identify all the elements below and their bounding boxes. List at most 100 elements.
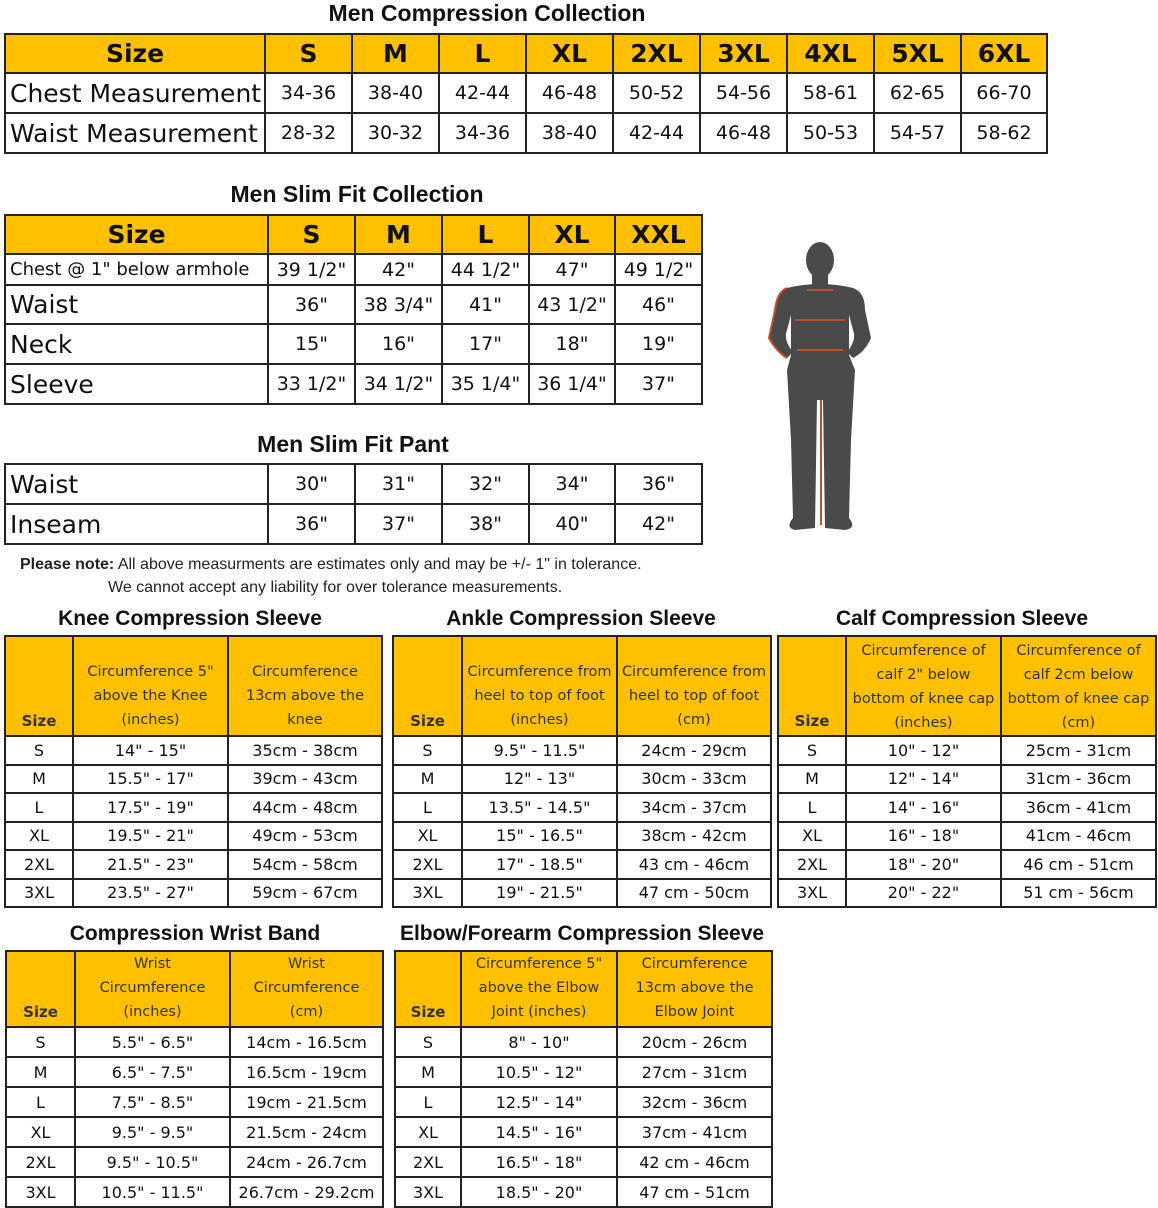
cell-value: 32cm - 36cm [616,1086,773,1118]
table-row: XL 15" - 16.5" 38cm - 42cm [392,820,772,851]
cell-value: 34 1/2" [354,363,443,405]
cell-value: 35 1/4" [441,363,530,405]
table-row: Waist 30" 31" 32" 34" 36" [4,463,703,505]
column-header: M [351,33,440,74]
column-header: Wrist Circumference (cm) [229,950,384,1028]
cell-value: 6.5" - 7.5" [74,1056,231,1088]
row-label: L [777,792,847,823]
cell-value: 46-48 [525,72,614,114]
table-row: Waist 36" 38 3/4" 41" 43 1/2" 46" [4,284,703,325]
cell-value: 42-44 [438,72,527,114]
table-row: 3XL 18.5" - 20" 47 cm - 51cm [394,1176,773,1208]
cell-value: 15.5" - 17" [72,763,229,794]
cell-value: 62-65 [873,72,962,114]
row-label: L [4,792,74,823]
cell-value: 37" [354,503,443,545]
cell-value: 42" [354,253,443,286]
cell-value: 15" [267,323,356,365]
cell-value: 8" - 10" [460,1026,618,1058]
row-label: Sleeve [4,363,269,405]
table-row: L 7.5" - 8.5" 19cm - 21.5cm [5,1086,384,1118]
cell-value: 47" [528,253,616,286]
cell-value: 50-52 [612,72,701,114]
row-label: XL [392,820,463,851]
row-label: M [5,1056,76,1088]
row-label: M [392,763,463,794]
cell-value: 38cm - 42cm [616,820,772,851]
header-row: Size S M L XL 2XL 3XL 4XL 5XL 6XL [4,33,1048,74]
cell-value: 25cm - 31cm [1000,735,1157,766]
cell-value: 46-48 [699,112,788,154]
cell-value: 39cm - 43cm [227,763,383,794]
table-row: Chest @ 1" below armhole 39 1/2" 42" 44 1/2… [4,253,703,286]
cell-value: 39 1/2" [267,253,356,286]
table-row: 2XL 21.5" - 23" 54cm - 58cm [4,849,383,880]
cell-value: 14" - 15" [72,735,229,766]
cell-value: 30cm - 33cm [616,763,772,794]
cell-value: 18" [528,323,616,365]
table-row: M 12" - 13" 30cm - 33cm [392,763,772,794]
cell-value: 38-40 [525,112,614,154]
cell-value: 13.5" - 14.5" [461,792,618,823]
column-header: Circumference 5" above the Elbow Joint (… [460,950,618,1028]
cell-value: 54-57 [873,112,962,154]
size-header: Size [4,33,266,74]
cell-value: 47 cm - 50cm [616,877,772,908]
row-label: L [5,1086,76,1118]
row-label: 2XL [777,849,847,880]
table-row: S 8" - 10" 20cm - 26cm [394,1026,773,1058]
cell-value: 16" - 18" [845,820,1002,851]
cell-value: 19.5" - 21" [72,820,229,851]
cell-value: 30" [267,463,356,505]
row-label: Chest @ 1" below armhole [4,253,269,286]
cell-value: 17" - 18.5" [461,849,618,880]
compression-title: Men Compression Collection [328,0,646,26]
body-silhouette-icon [767,242,871,530]
cell-value: 14.5" - 16" [460,1116,618,1148]
cell-value: 58-62 [960,112,1048,154]
cell-value: 54-56 [699,72,788,114]
row-label: Waist [4,284,269,325]
cell-value: 36 1/4" [528,363,616,405]
size-header: Size [4,635,74,737]
table-row: 2XL 17" - 18.5" 43 cm - 46cm [392,849,772,880]
row-label: Neck [4,323,269,365]
table-row: Inseam 36" 37" 38" 40" 42" [4,503,703,545]
column-header: 4XL [786,33,875,74]
table-row: 2XL 16.5" - 18" 42 cm - 46cm [394,1146,773,1178]
column-header: XXL [614,214,703,255]
cell-value: 17" [441,323,530,365]
cell-value: 37cm - 41cm [616,1116,773,1148]
column-header: S [264,33,353,74]
row-label: 3XL [5,1176,76,1208]
cell-value: 19cm - 21.5cm [229,1086,384,1118]
table-row: M 15.5" - 17" 39cm - 43cm [4,763,383,794]
cell-value: 12" - 13" [461,763,618,794]
table-row: Waist Measurement 28-32 30-32 34-36 38-40 42-… [4,112,1048,154]
row-label: 3XL [394,1176,462,1208]
cell-value: 20cm - 26cm [616,1026,773,1058]
row-label: S [777,735,847,766]
cell-value: 9.5" - 11.5" [461,735,618,766]
cell-value: 50-53 [786,112,875,154]
cell-value: 7.5" - 8.5" [74,1086,231,1118]
cell-value: 66-70 [960,72,1048,114]
cell-value: 10" - 12" [845,735,1002,766]
header-row: Size Circumference of calf 2" below botto… [777,635,1157,737]
cell-value: 24cm - 26.7cm [229,1146,384,1178]
cell-value: 54cm - 58cm [227,849,383,880]
row-label: S [394,1026,462,1058]
cell-value: 46" [614,284,703,325]
table-row: Sleeve 33 1/2" 34 1/2" 35 1/4" 36 1/4" 37" [4,363,703,405]
ankle-title: Ankle Compression Sleeve [446,607,716,630]
slim-pant-title: Men Slim Fit Pant [257,431,449,457]
table-row: Neck 15" 16" 17" 18" 19" [4,323,703,365]
cell-value: 12.5" - 14" [460,1086,618,1118]
calf-title: Calf Compression Sleeve [835,607,1089,630]
cell-value: 51 cm - 56cm [1000,877,1157,908]
cell-value: 38 3/4" [354,284,443,325]
cell-value: 21.5" - 23" [72,849,229,880]
column-header: Circumference 5" above the Knee (inches) [72,635,229,737]
calf-table: Size Circumference of calf 2" below botto… [777,635,1157,908]
cell-value: 26.7cm - 29.2cm [229,1176,384,1208]
